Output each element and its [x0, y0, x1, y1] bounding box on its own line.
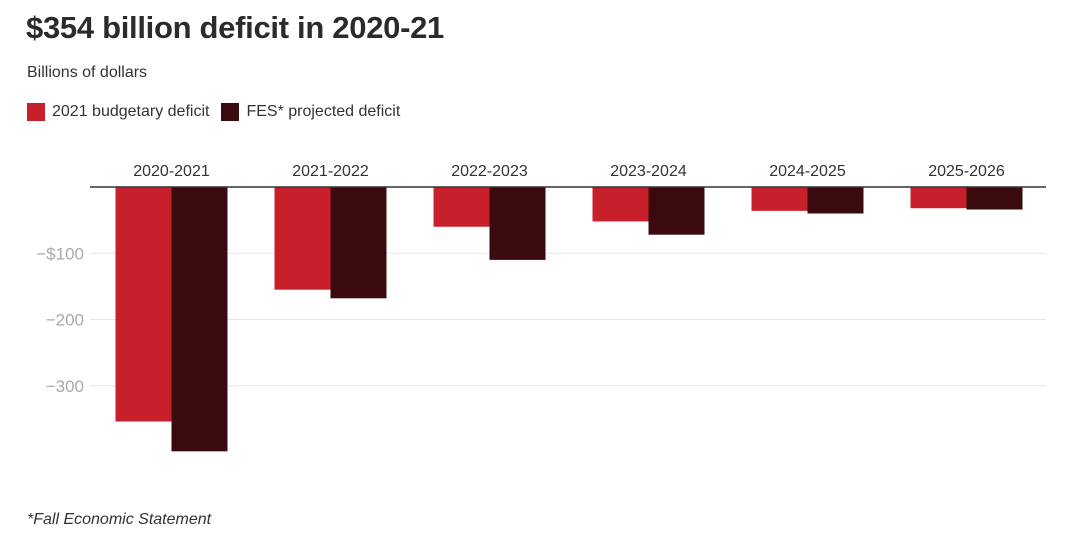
legend-swatch-fes	[221, 103, 240, 121]
bar-fes	[171, 187, 228, 452]
bar-budget	[751, 187, 808, 211]
bar-fes	[807, 187, 864, 214]
y-tick-label: −$100	[36, 244, 84, 263]
legend-item-fes: FES* projected deficit	[221, 103, 400, 121]
bar-budget	[910, 187, 967, 209]
bar-fes	[966, 187, 1023, 210]
chart-subtitle: Billions of dollars	[27, 64, 148, 81]
category-label: 2024-2025	[769, 163, 846, 180]
legend-label-budget: 2021 budgetary deficit	[52, 103, 210, 120]
bar-budget	[274, 187, 331, 290]
y-tick-label: −200	[46, 311, 84, 330]
legend-item-budget: 2021 budgetary deficit	[27, 103, 209, 121]
bar-fes	[648, 187, 705, 235]
category-label: 2021-2022	[292, 163, 369, 180]
footnote: *Fall Economic Statement	[27, 511, 212, 528]
y-tick-label: −300	[46, 377, 84, 396]
category-label: 2022-2023	[451, 163, 528, 180]
bar-budget	[433, 187, 490, 227]
category-label: 2023-2024	[610, 163, 687, 180]
legend-label-fes: FES* projected deficit	[246, 103, 401, 120]
chart-title: $354 billion deficit in 2020-21	[26, 10, 444, 45]
legend-swatch-budget	[27, 103, 45, 121]
category-label: 2025-2026	[928, 163, 1005, 180]
legend: 2021 budgetary deficit FES* projected de…	[27, 103, 412, 121]
bar-fes	[330, 187, 387, 299]
category-label: 2020-2021	[133, 163, 210, 180]
bar-budget	[115, 187, 172, 422]
bar-fes	[489, 187, 546, 260]
bar-budget	[592, 187, 649, 222]
